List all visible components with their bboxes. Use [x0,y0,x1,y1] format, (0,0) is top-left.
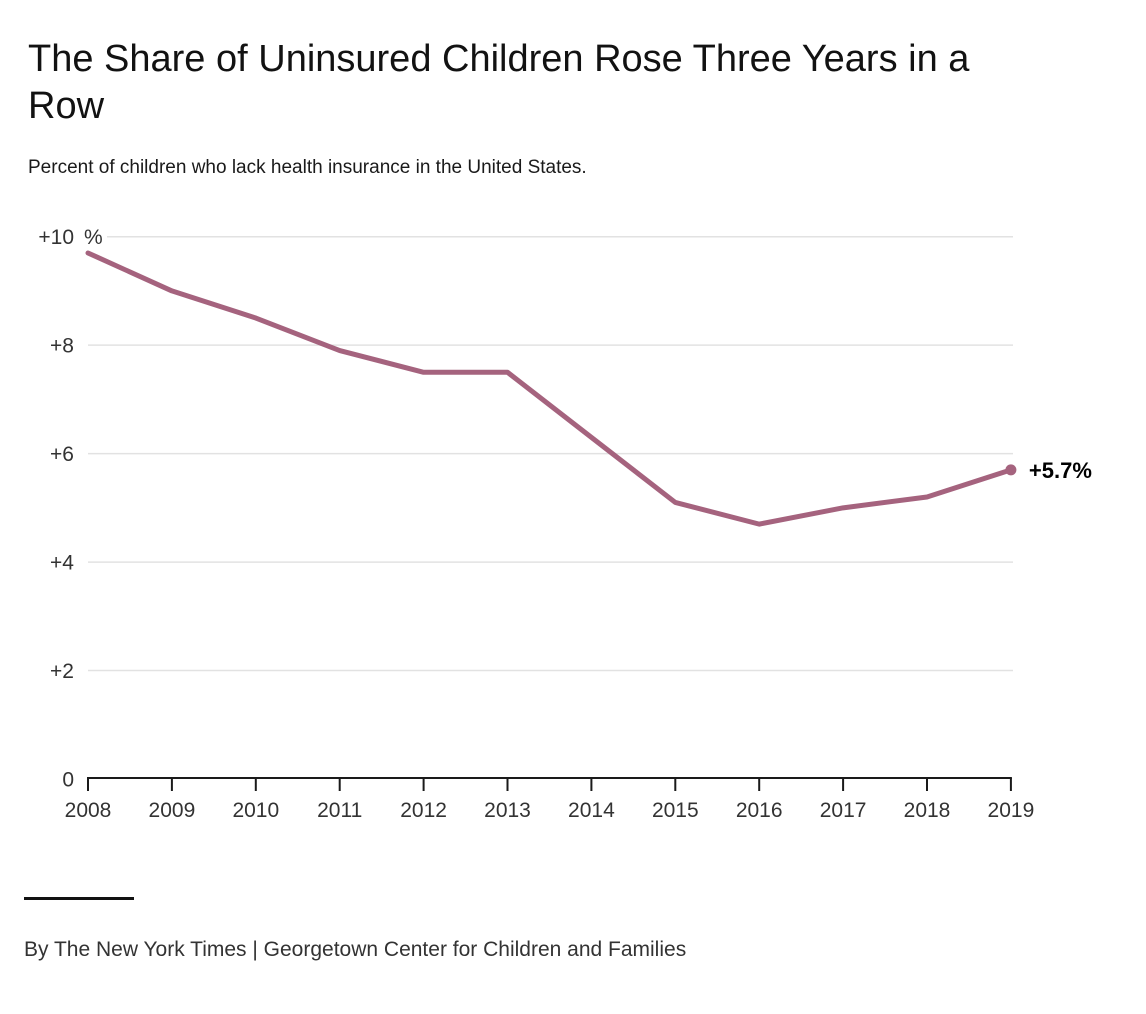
end-value-label: +5.7% [1029,458,1092,483]
trend-line [85,250,1014,527]
source-credit: By The New York Times | Georgetown Cente… [24,938,687,961]
y-tick-label: +8 [50,335,74,358]
x-tick-label: 2018 [904,799,951,822]
x-tick-label: 2009 [149,799,196,822]
y-tick-label: +10 [38,226,74,249]
x-tick-label: 2017 [820,799,867,822]
x-tick-label: 2008 [65,799,112,822]
x-tick-label: 2016 [736,799,783,822]
x-tick-label: 2013 [484,799,531,822]
y-tick-label: +2 [50,660,74,683]
percent-unit-label: % [84,226,103,249]
footer-divider [24,897,134,900]
x-tick-label: 2010 [232,799,279,822]
y-tick-label: +6 [50,443,74,466]
x-tick-label: 2011 [317,799,362,822]
x-tick-label: 2015 [652,799,699,822]
y-tick-label: 0 [62,769,74,792]
x-tick-label: 2014 [568,799,615,822]
x-tick-label: 2019 [988,799,1035,822]
chart-title: The Share of Uninsured Children Rose Thr… [28,38,970,127]
chart-subtitle: Percent of children who lack health insu… [28,157,587,178]
y-tick-label: +4 [50,552,74,575]
end-point-dot [1005,464,1017,476]
x-tick-label: 2012 [400,799,447,822]
